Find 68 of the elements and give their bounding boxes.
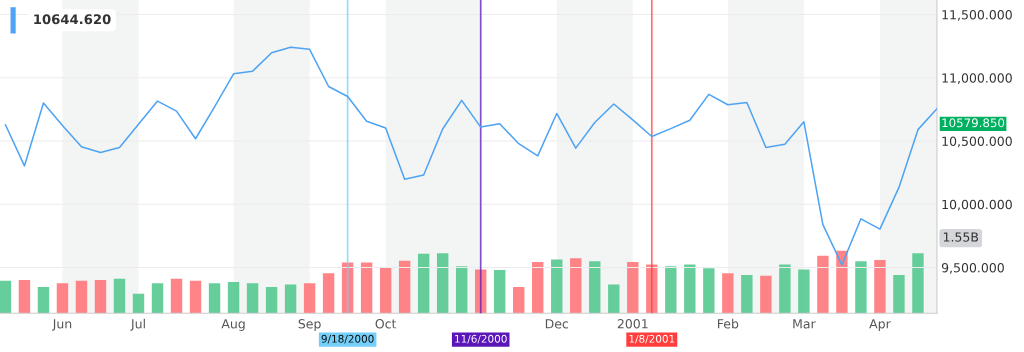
bar: [94, 280, 107, 314]
bar: [912, 253, 924, 314]
bar: [189, 280, 202, 314]
bar: [741, 275, 753, 314]
bar: [665, 266, 677, 314]
bar: [817, 255, 829, 314]
bar: [303, 283, 316, 314]
bar: [779, 264, 791, 314]
bar: [589, 261, 601, 314]
bar: [265, 286, 278, 314]
bar: [455, 266, 468, 314]
bar: [703, 268, 715, 314]
x-tick-label: Jul: [130, 318, 145, 331]
bar: [322, 273, 335, 314]
bar: [722, 273, 734, 314]
x-tick-label: Mar: [793, 319, 816, 329]
y-tick-label: 11,500.000: [942, 10, 1012, 21]
ref-line-label: 11/6/2000: [455, 334, 507, 344]
x-tick-label: Feb: [718, 318, 739, 329]
bar: [0, 280, 12, 314]
bar: [227, 281, 240, 314]
bar: [398, 260, 411, 314]
bar: [684, 264, 696, 314]
bar: [513, 286, 525, 314]
bar: [379, 267, 392, 314]
y-tick-label: 9,500.000: [941, 262, 1004, 274]
bar: [56, 283, 69, 314]
text: 1.55B: [943, 232, 979, 242]
bar: [75, 280, 88, 314]
y-tick-label: 10,500.000: [942, 136, 1012, 148]
bar: [37, 286, 50, 314]
x-tick-label: 2001: [617, 319, 648, 329]
bar: [417, 253, 430, 314]
line-series: [4, 46, 937, 266]
bar: [836, 250, 848, 314]
bar: [18, 280, 31, 314]
bar: [627, 261, 639, 314]
bar: [798, 269, 810, 314]
annotation: 10579.850: [942, 118, 1005, 128]
bar: [151, 283, 164, 314]
bar: [246, 283, 259, 314]
x-tick-label: Aug: [221, 319, 245, 331]
bar: [494, 270, 506, 314]
y-tick-label: 10,000.000: [942, 199, 1012, 211]
bar: [551, 259, 563, 314]
bar: [874, 260, 886, 314]
bar: [570, 258, 582, 314]
bar: [360, 262, 373, 314]
y-tick-label: 11,000.000: [942, 73, 1012, 84]
ref-line-label: 9/18/2000: [321, 334, 374, 344]
x-tick-label: Oct: [375, 319, 397, 329]
bar: [170, 278, 183, 314]
bar: [608, 284, 620, 314]
x-tick-label: Dec: [545, 319, 569, 329]
ref-line-label: 1/8/2001: [629, 334, 675, 344]
bar: [760, 275, 772, 314]
bar: [113, 278, 126, 314]
bar: [855, 261, 867, 314]
annotation: 10644.620: [34, 14, 111, 25]
x-tick-label: Apr: [869, 319, 891, 331]
bar: [208, 283, 221, 314]
bar: [132, 293, 145, 314]
x-tick-label: Sep: [298, 319, 321, 331]
bar: [532, 261, 544, 314]
x-tick-label: Jun: [52, 319, 72, 331]
bar: [436, 253, 449, 314]
bar: [284, 284, 297, 314]
bar: [893, 275, 905, 314]
